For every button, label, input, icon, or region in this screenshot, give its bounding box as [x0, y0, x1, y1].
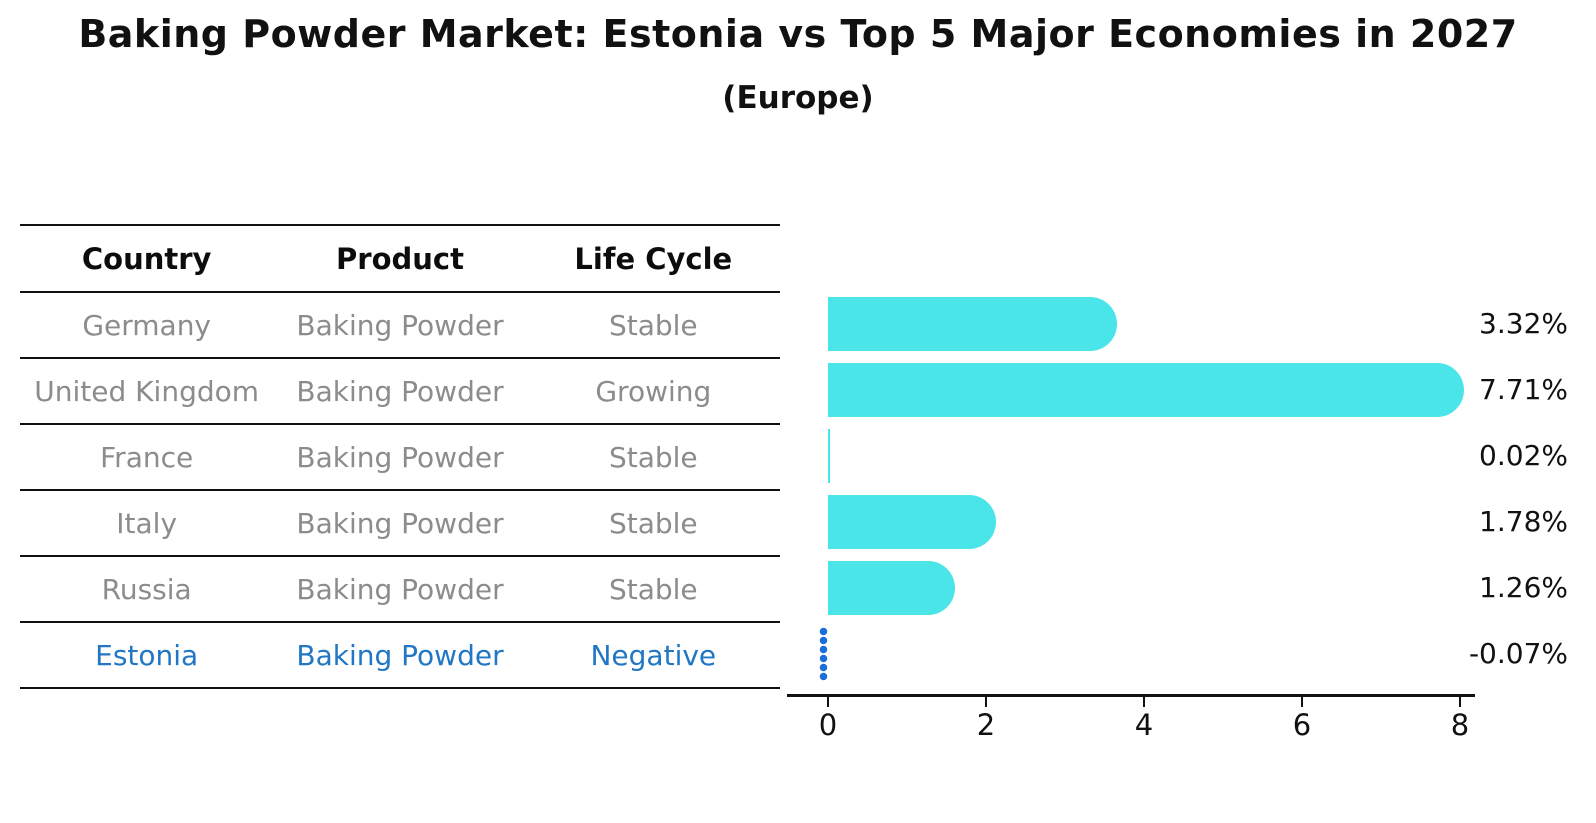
table-row-italy: Italy Baking Powder Stable	[20, 491, 780, 557]
bar-value-label: 3.32%	[1479, 307, 1568, 340]
bar-united-kingdom	[828, 363, 1465, 417]
cell-lifecycle: Stable	[608, 308, 698, 342]
bar-value-label: 1.78%	[1479, 505, 1568, 538]
cell-country: Italy	[116, 506, 178, 540]
cell-lifecycle: Stable	[608, 506, 698, 540]
x-axis-tick-label: 6	[1292, 708, 1312, 742]
table-header-product: Product	[336, 241, 464, 276]
cell-product: Baking Powder	[296, 440, 504, 474]
cell-country: France	[100, 440, 194, 474]
cell-lifecycle: Growing	[595, 374, 712, 408]
cell-country: Estonia	[95, 638, 199, 672]
cell-product: Baking Powder	[296, 638, 504, 672]
x-axis-tick	[1301, 697, 1303, 707]
table-header-lifecycle: Life Cycle	[574, 241, 733, 276]
table-row-estonia: Estonia Baking Powder Negative	[20, 623, 780, 689]
x-axis-tick-label: 4	[1134, 708, 1154, 742]
cell-lifecycle: Negative	[590, 638, 717, 672]
x-axis-tick	[827, 697, 829, 707]
table-row-germany: Germany Baking Powder Stable	[20, 293, 780, 359]
x-axis-line	[787, 694, 1475, 697]
table-header-row: Country Product Life Cycle	[20, 226, 780, 293]
cell-product: Baking Powder	[296, 506, 504, 540]
bar-russia	[828, 561, 955, 615]
x-axis-tick	[1143, 697, 1145, 707]
country-info-table: Country Product Life Cycle Germany Bakin…	[20, 224, 780, 689]
table-header-country: Country	[81, 241, 212, 276]
x-axis-tick	[1459, 697, 1461, 707]
bar-estonia	[819, 627, 829, 681]
chart-subtitle: (Europe)	[722, 80, 874, 116]
cell-country: Germany	[82, 308, 212, 342]
cell-product: Baking Powder	[296, 374, 504, 408]
bar-italy	[828, 495, 996, 549]
cell-lifecycle: Stable	[608, 440, 698, 474]
cell-product: Baking Powder	[296, 308, 504, 342]
cell-product: Baking Powder	[296, 572, 504, 606]
x-axis-tick-label: 8	[1450, 708, 1470, 742]
cell-lifecycle: Stable	[608, 572, 698, 606]
chart-title: Baking Powder Market: Estonia vs Top 5 M…	[78, 12, 1518, 56]
table-row-russia: Russia Baking Powder Stable	[20, 557, 780, 623]
bar-value-label: 1.26%	[1479, 571, 1568, 604]
cell-country: Russia	[101, 572, 192, 606]
x-axis-tick-label: 2	[976, 708, 996, 742]
bar-value-label: -0.07%	[1468, 637, 1568, 670]
bar-france	[828, 429, 830, 483]
bar-germany	[828, 297, 1118, 351]
bar-value-label: 7.71%	[1479, 373, 1568, 406]
x-axis-tick	[985, 697, 987, 707]
x-axis-tick-label: 0	[818, 708, 838, 742]
cell-country: United Kingdom	[34, 374, 260, 408]
bar-value-label: 0.02%	[1479, 439, 1568, 472]
table-row-united-kingdom: United Kingdom Baking Powder Growing	[20, 359, 780, 425]
table-row-france: France Baking Powder Stable	[20, 425, 780, 491]
